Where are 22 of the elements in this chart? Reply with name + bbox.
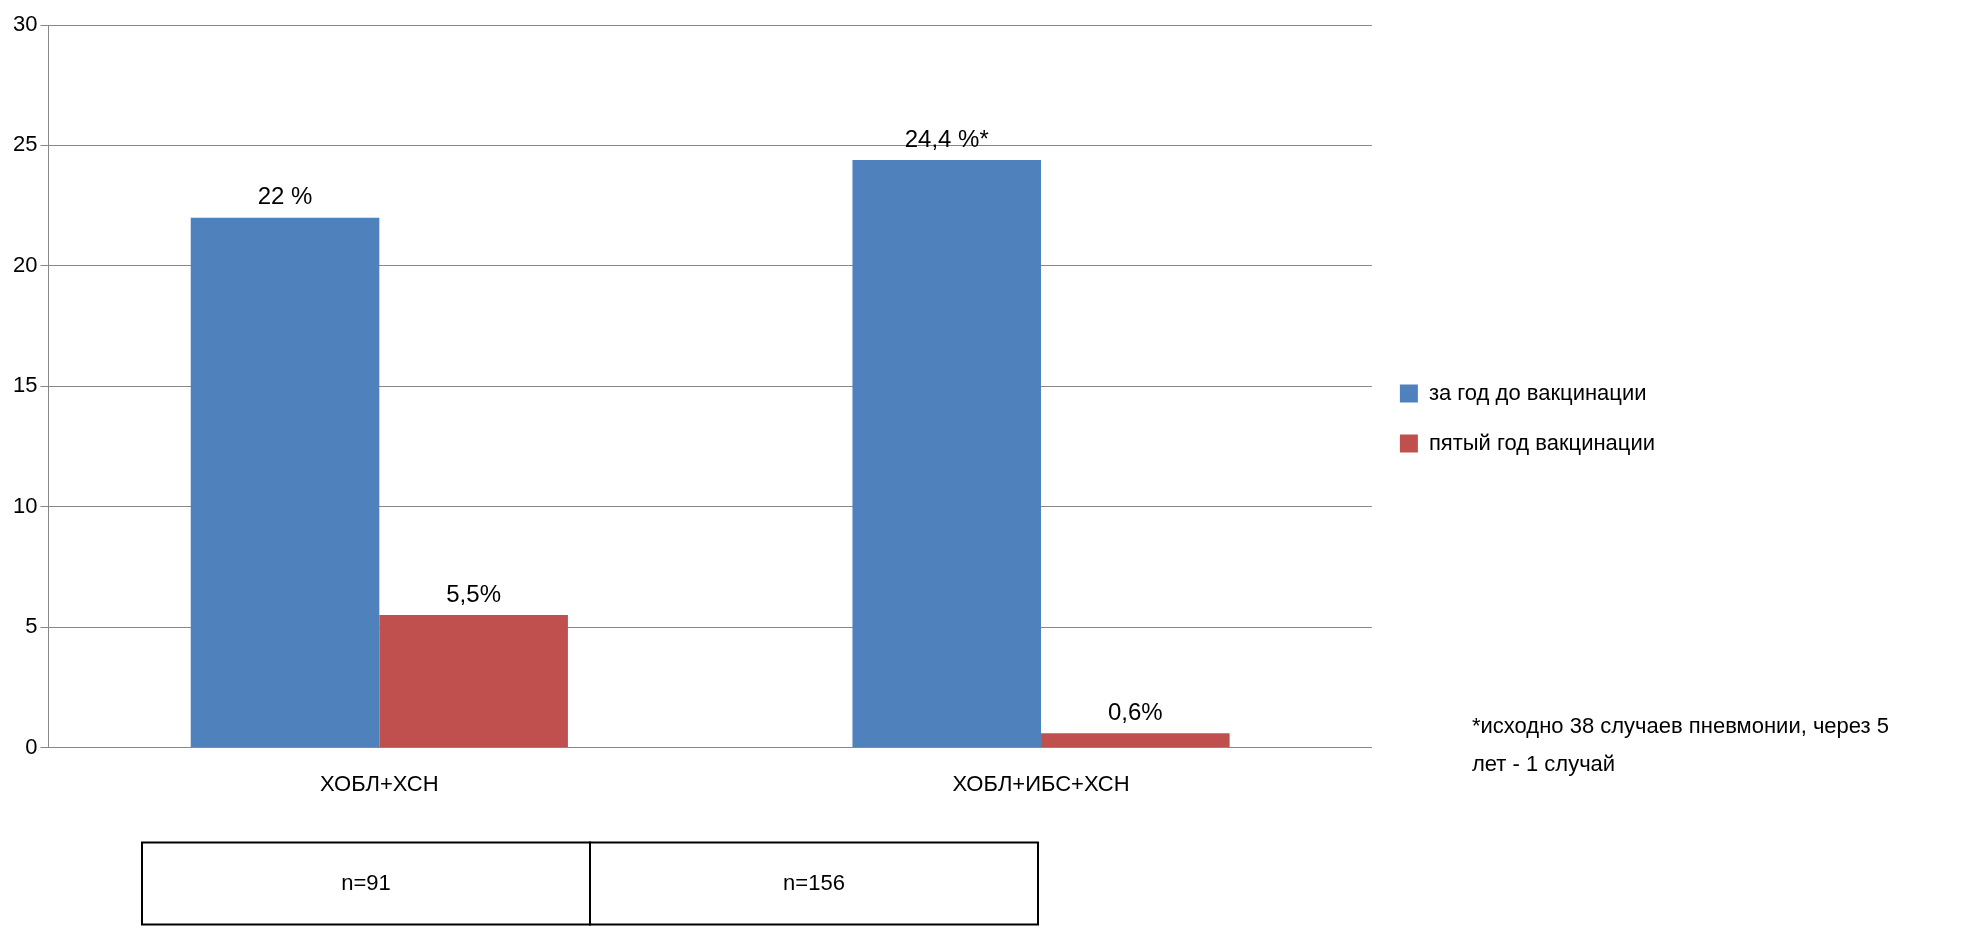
- y-tick-label: 15: [12, 372, 38, 398]
- data-label: 0,6%: [1107, 697, 1163, 725]
- y-tick-label: 0: [25, 733, 38, 759]
- data-label: 22 %: [257, 182, 313, 210]
- bar: [379, 615, 568, 748]
- x-tick-label: ХОБЛ+ИБС+ХСН: [952, 770, 1130, 796]
- y-tick-label: 20: [12, 251, 38, 277]
- bar: [190, 217, 380, 748]
- y-tick-label: 25: [12, 131, 38, 157]
- bar: [1041, 733, 1230, 748]
- bar: [852, 159, 1042, 748]
- y-tick-label: 5: [25, 613, 38, 639]
- legend-label: пятый год вакцинации: [1428, 429, 1656, 455]
- legend-label: за год до вакцинации: [1428, 379, 1647, 405]
- text: *исходно 38 случаев пневмонии, через 5 лет - 1 случай: [1472, 713, 1890, 777]
- x-tick-label: ХОБЛ+ХСН: [320, 770, 439, 796]
- y-tick-label: 10: [12, 492, 38, 518]
- text: n=91: [341, 869, 391, 895]
- data-label: 24,4 %*: [904, 124, 989, 152]
- text: n=156: [783, 869, 845, 895]
- data-label: 5,5%: [446, 579, 501, 607]
- y-tick-label: 30: [12, 11, 38, 37]
